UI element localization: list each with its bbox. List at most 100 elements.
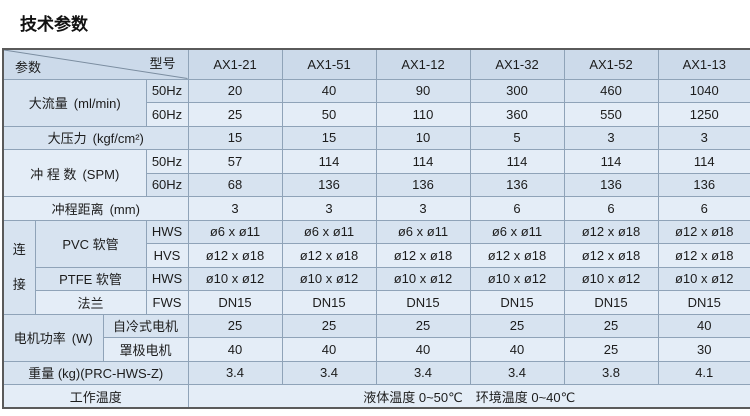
value-cell: DN15 <box>469 290 565 315</box>
diagonal-divider <box>4 50 188 79</box>
value-cell: 90 <box>375 78 471 103</box>
value-cell: 3 <box>187 196 283 221</box>
value-cell: 136 <box>469 172 565 197</box>
value-cell: ø12 x ø18 <box>563 243 659 268</box>
value-cell: 3 <box>375 196 471 221</box>
value-cell: 40 <box>375 337 471 362</box>
hose-code: FWS <box>145 290 189 315</box>
value-cell: 136 <box>375 172 471 197</box>
value-cell: ø12 x ø18 <box>375 243 471 268</box>
value-cell: 6 <box>469 196 565 221</box>
param-label-motor-power: 电机功率 (W) <box>2 313 104 362</box>
param-label-temperature: 工作温度 <box>2 384 189 409</box>
spec-table: 型号 参数 AX1-21 AX1-51 AX1-12 AX1-32 AX1-52… <box>2 48 750 409</box>
corner-cell: 型号 参数 <box>2 48 189 80</box>
value-cell: 68 <box>187 172 283 197</box>
value-cell: 114 <box>657 149 750 174</box>
value-cell: 114 <box>469 149 565 174</box>
value-cell: ø10 x ø12 <box>563 266 659 291</box>
value-cell: ø10 x ø12 <box>657 266 750 291</box>
value-cell: ø10 x ø12 <box>187 266 283 291</box>
value-cell: ø6 x ø11 <box>469 219 565 244</box>
model-header: AX1-52 <box>563 48 659 80</box>
value-cell: 3.4 <box>187 360 283 385</box>
value-cell: 3.8 <box>563 360 659 385</box>
value-cell: 40 <box>281 337 377 362</box>
value-cell: 15 <box>281 125 377 150</box>
value-cell: 3 <box>563 125 659 150</box>
model-header: AX1-51 <box>281 48 377 80</box>
model-header: AX1-12 <box>375 48 471 80</box>
value-cell: 136 <box>563 172 659 197</box>
value-cell: 3 <box>281 196 377 221</box>
value-cell: 4.1 <box>657 360 750 385</box>
value-cell: 25 <box>281 313 377 338</box>
value-cell: DN15 <box>563 290 659 315</box>
value-cell: ø10 x ø12 <box>469 266 565 291</box>
corner-param-label: 参数 <box>15 59 42 75</box>
value-cell: 114 <box>281 149 377 174</box>
param-label-pressure: 大压力 (kgf/cm²) <box>2 125 189 150</box>
value-cell: 460 <box>563 78 659 103</box>
value-cell: 5 <box>469 125 565 150</box>
freq-label: 60Hz <box>145 102 189 127</box>
value-cell: ø12 x ø18 <box>657 219 750 244</box>
value-cell: DN15 <box>657 290 750 315</box>
value-cell: 40 <box>657 313 750 338</box>
value-cell: 6 <box>563 196 659 221</box>
param-label-weight: 重量 (kg)(PRC-HWS-Z) <box>2 360 189 385</box>
value-cell: 10 <box>375 125 471 150</box>
value-cell: 360 <box>469 102 565 127</box>
value-cell: DN15 <box>187 290 283 315</box>
param-label-stroke: 冲程距离 (mm) <box>2 196 189 221</box>
value-cell: DN15 <box>375 290 471 315</box>
value-cell: 1250 <box>657 102 750 127</box>
value-cell: 114 <box>563 149 659 174</box>
value-cell: 50 <box>281 102 377 127</box>
value-cell: 3 <box>657 125 750 150</box>
value-cell: ø6 x ø11 <box>187 219 283 244</box>
value-cell: 25 <box>187 313 283 338</box>
value-cell: ø10 x ø12 <box>375 266 471 291</box>
value-cell: ø12 x ø18 <box>657 243 750 268</box>
value-cell: 25 <box>563 337 659 362</box>
value-cell: 40 <box>281 78 377 103</box>
freq-label: 60Hz <box>145 172 189 197</box>
value-cell: DN15 <box>281 290 377 315</box>
corner-model-label: 型号 <box>149 56 176 71</box>
model-header: AX1-13 <box>657 48 750 80</box>
value-cell: 25 <box>375 313 471 338</box>
freq-label: 50Hz <box>145 149 189 174</box>
value-cell: 3.4 <box>375 360 471 385</box>
value-cell: 550 <box>563 102 659 127</box>
value-cell: 57 <box>187 149 283 174</box>
value-cell: ø10 x ø12 <box>281 266 377 291</box>
value-cell: ø6 x ø11 <box>281 219 377 244</box>
value-cell: 25 <box>563 313 659 338</box>
value-cell: 25 <box>187 102 283 127</box>
hose-code: HWS <box>145 266 189 291</box>
value-cell: 3.4 <box>281 360 377 385</box>
freq-label: 50Hz <box>145 78 189 103</box>
value-cell: 300 <box>469 78 565 103</box>
value-cell: 1040 <box>657 78 750 103</box>
motor-type-label: 自冷式电机 <box>102 313 189 338</box>
value-cell: ø12 x ø18 <box>469 243 565 268</box>
value-cell: 40 <box>187 337 283 362</box>
value-cell: 25 <box>469 313 565 338</box>
param-label-spm: 冲 程 数 (SPM) <box>2 149 147 197</box>
value-cell: 114 <box>375 149 471 174</box>
model-header: AX1-32 <box>469 48 565 80</box>
value-cell: 30 <box>657 337 750 362</box>
motor-type-label: 罩极电机 <box>102 337 189 362</box>
value-cell: 20 <box>187 78 283 103</box>
value-cell: 136 <box>281 172 377 197</box>
value-cell: 6 <box>657 196 750 221</box>
value-cell: ø12 x ø18 <box>281 243 377 268</box>
hose-code: HVS <box>145 243 189 268</box>
value-cell: ø12 x ø18 <box>187 243 283 268</box>
hose-code: HWS <box>145 219 189 244</box>
temperature-value: 液体温度 0~50℃ 环境温度 0~40℃ <box>187 384 750 409</box>
param-label-flange: 法兰 <box>34 290 147 315</box>
param-label-pvc-hose: PVC 软管 <box>34 219 147 268</box>
